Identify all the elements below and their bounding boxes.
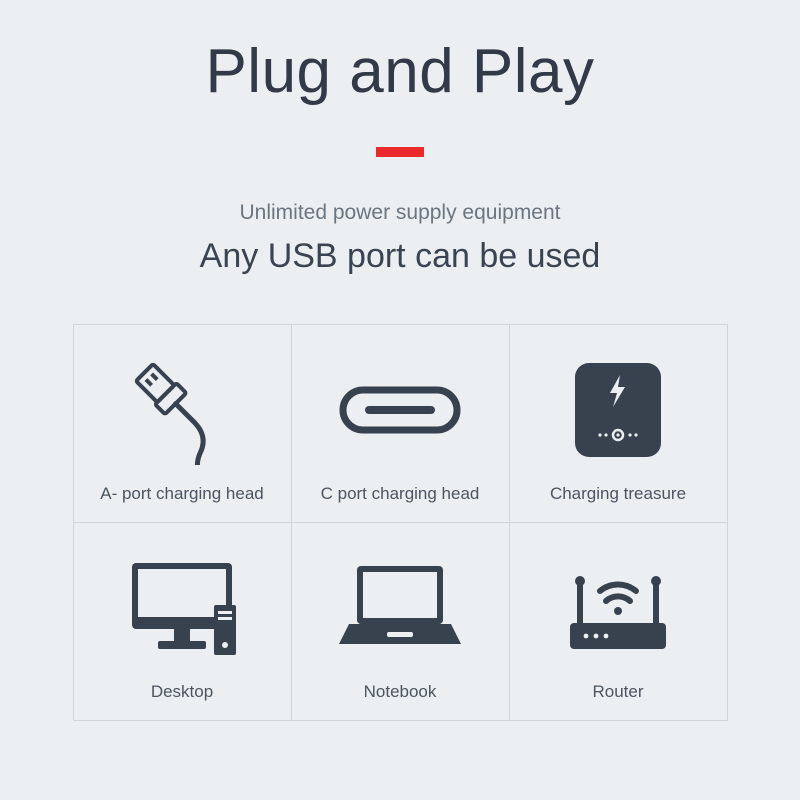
icon-grid: A- port charging head C port charging he… [73,324,728,721]
power-bank-icon [518,335,719,484]
grid-cell-usb-c: C port charging head [292,325,510,523]
grid-label: C port charging head [321,484,480,504]
notebook-icon [300,533,501,682]
grid-cell-power-bank: Charging treasure [510,325,728,523]
router-icon [518,533,719,682]
grid-label: A- port charging head [100,484,264,504]
grid-cell-notebook: Notebook [292,523,510,721]
usb-a-cable-icon [82,335,283,484]
grid-label: Notebook [364,682,437,702]
grid-label: Charging treasure [550,484,686,504]
accent-bar [376,147,424,157]
grid-label: Desktop [151,682,213,702]
usb-c-icon [300,335,501,484]
subtitle-large: Any USB port can be used [200,237,601,276]
grid-label: Router [592,682,643,702]
grid-cell-usb-a: A- port charging head [74,325,292,523]
grid-cell-router: Router [510,523,728,721]
page-title: Plug and Play [205,36,594,107]
desktop-icon [82,533,283,682]
subtitle-small: Unlimited power supply equipment [240,201,561,225]
grid-cell-desktop: Desktop [74,523,292,721]
